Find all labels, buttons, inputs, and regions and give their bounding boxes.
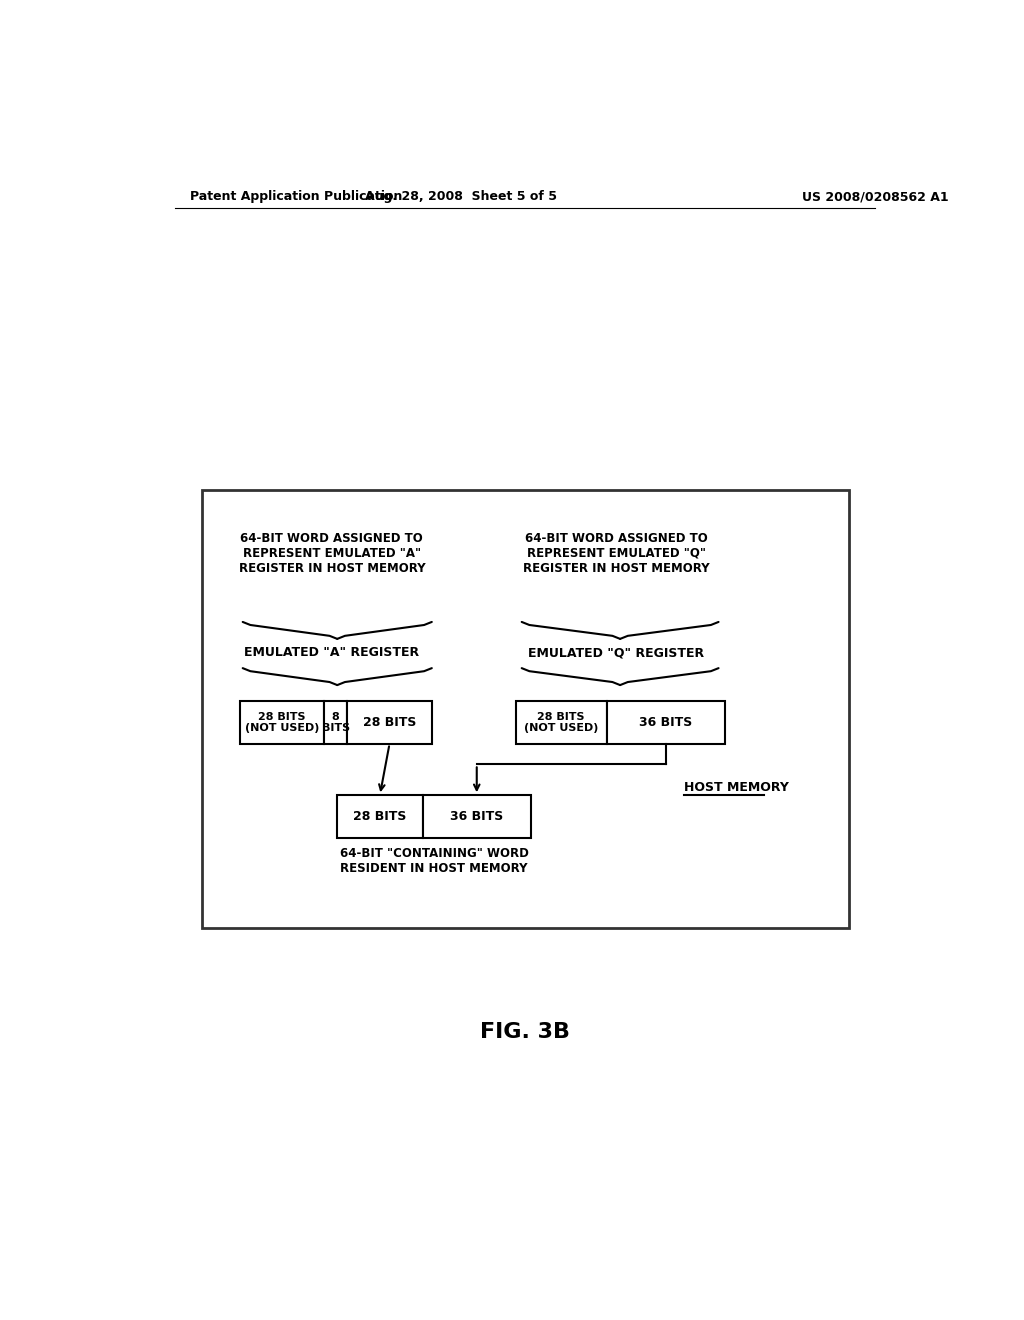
Text: 8
BITS: 8 BITS — [322, 711, 350, 733]
Text: 36 BITS: 36 BITS — [639, 715, 692, 729]
Text: FIG. 3B: FIG. 3B — [480, 1023, 569, 1043]
Text: 64-BIT WORD ASSIGNED TO
REPRESENT EMULATED "A"
REGISTER IN HOST MEMORY: 64-BIT WORD ASSIGNED TO REPRESENT EMULAT… — [239, 532, 425, 574]
Text: 28 BITS
(NOT USED): 28 BITS (NOT USED) — [524, 711, 598, 733]
Text: 28 BITS
(NOT USED): 28 BITS (NOT USED) — [245, 711, 319, 733]
Text: Aug. 28, 2008  Sheet 5 of 5: Aug. 28, 2008 Sheet 5 of 5 — [366, 190, 557, 203]
Bar — [423, 795, 531, 838]
Bar — [324, 701, 347, 743]
Bar — [241, 701, 324, 743]
Bar — [607, 701, 725, 743]
Text: US 2008/0208562 A1: US 2008/0208562 A1 — [802, 190, 949, 203]
Bar — [515, 701, 607, 743]
Text: 36 BITS: 36 BITS — [451, 810, 504, 822]
Text: EMULATED "A" REGISTER: EMULATED "A" REGISTER — [245, 647, 420, 659]
Text: 64-BIT "CONTAINING" WORD
RESIDENT IN HOST MEMORY: 64-BIT "CONTAINING" WORD RESIDENT IN HOS… — [340, 847, 528, 875]
Bar — [347, 701, 432, 743]
Text: Patent Application Publication: Patent Application Publication — [190, 190, 402, 203]
Bar — [202, 490, 849, 928]
Text: 28 BITS: 28 BITS — [362, 715, 416, 729]
Bar — [337, 795, 423, 838]
Text: 28 BITS: 28 BITS — [353, 810, 407, 822]
Text: HOST MEMORY: HOST MEMORY — [684, 780, 790, 793]
Text: 64-BIT WORD ASSIGNED TO
REPRESENT EMULATED "Q"
REGISTER IN HOST MEMORY: 64-BIT WORD ASSIGNED TO REPRESENT EMULAT… — [523, 532, 710, 574]
Text: EMULATED "Q" REGISTER: EMULATED "Q" REGISTER — [528, 647, 705, 659]
